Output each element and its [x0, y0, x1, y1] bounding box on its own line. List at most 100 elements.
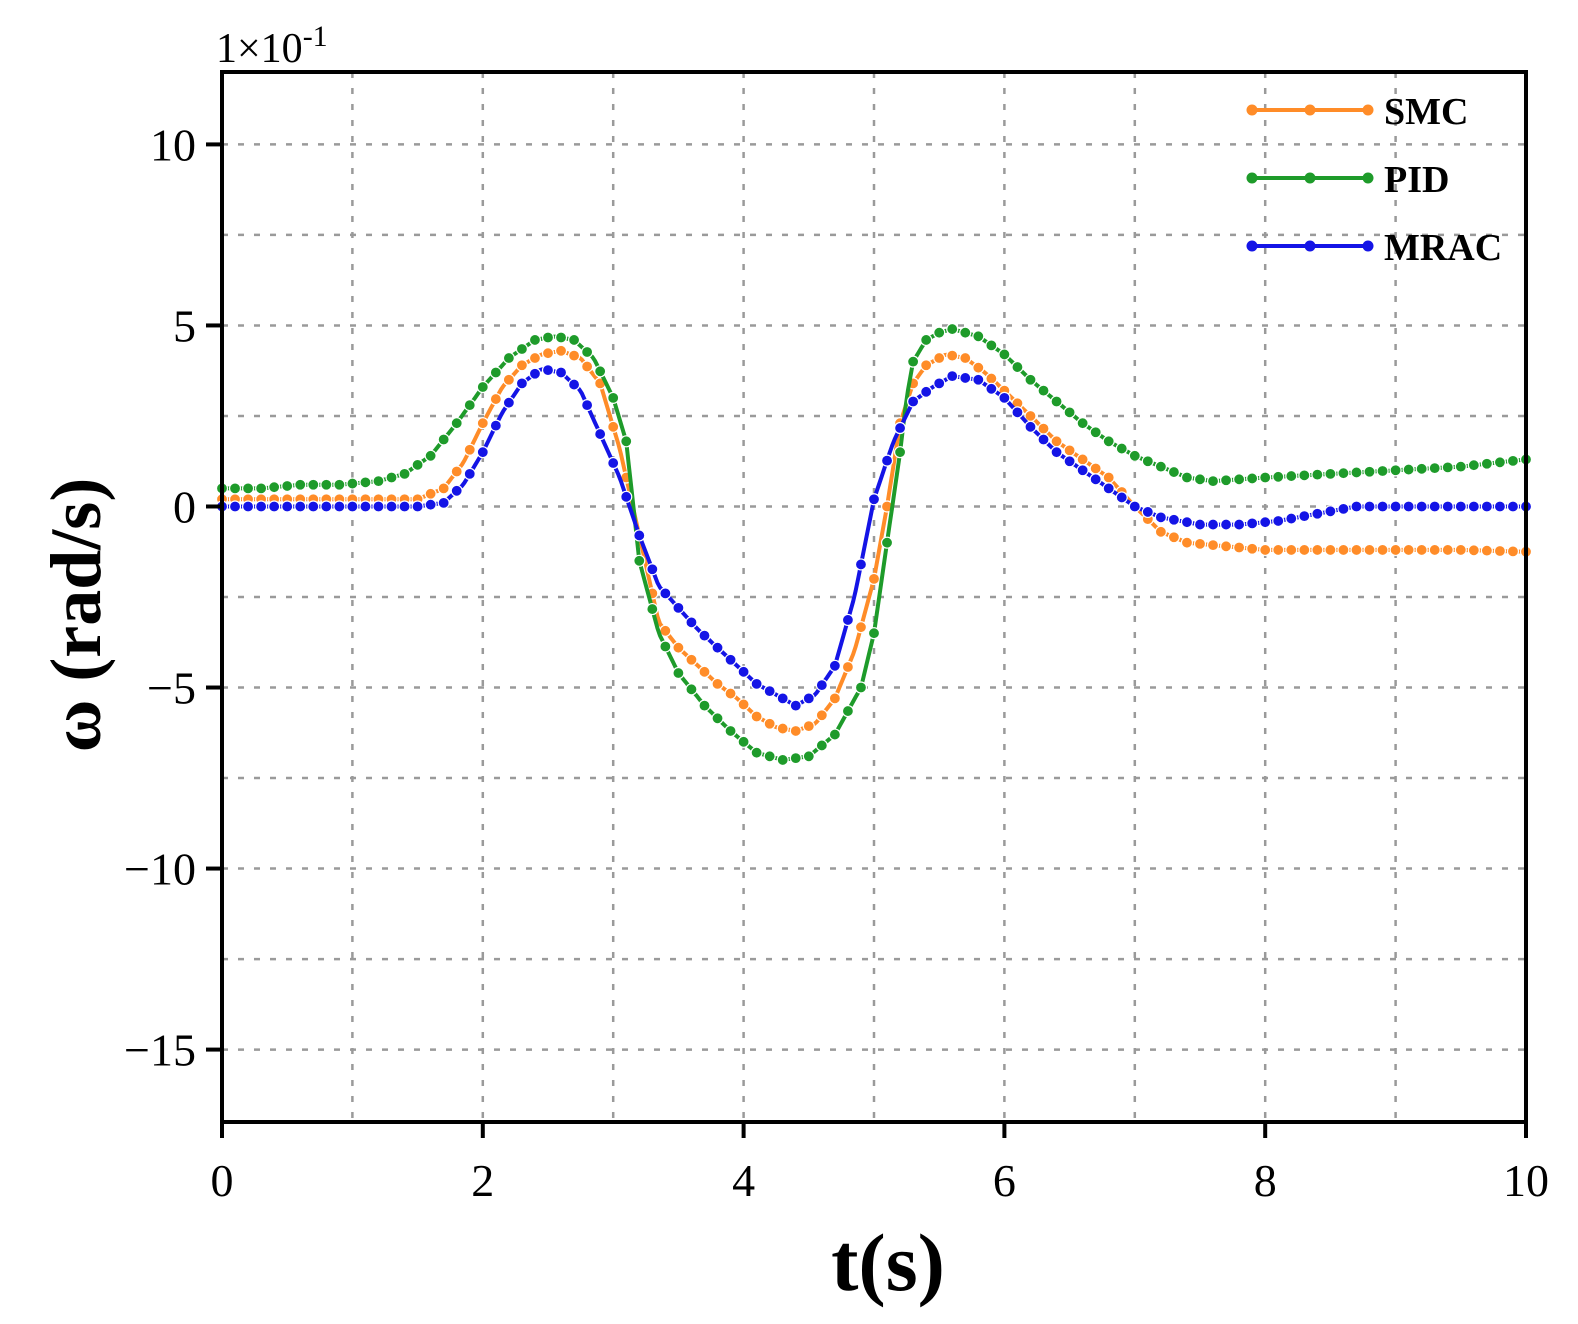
data-point [1206, 518, 1220, 531]
data-point [1063, 444, 1076, 457]
legend-item-pid: PID [1246, 159, 1449, 201]
data-point [1167, 513, 1181, 526]
data-point [672, 641, 685, 654]
data-point [893, 421, 907, 435]
data-point [867, 627, 881, 640]
data-point [620, 435, 633, 448]
legend-marker [1304, 240, 1316, 252]
data-point [411, 458, 424, 471]
data-point [333, 478, 346, 491]
data-point [802, 750, 815, 763]
data-point [1506, 545, 1520, 558]
data-point [920, 333, 933, 347]
data-point [854, 558, 868, 571]
data-point [515, 359, 529, 372]
data-point [1376, 464, 1389, 478]
data-point [1480, 500, 1493, 513]
data-point [1180, 536, 1194, 549]
data-point [463, 443, 476, 456]
data-point [1454, 543, 1467, 557]
data-point [1480, 457, 1493, 470]
data-point [1363, 465, 1376, 478]
data-point [476, 446, 489, 459]
data-point [959, 326, 972, 339]
data-point [815, 679, 828, 692]
data-point [1233, 541, 1246, 554]
data-point [646, 602, 659, 616]
data-point [489, 419, 502, 432]
legend-label: MRAC [1384, 227, 1502, 269]
data-point [1259, 516, 1272, 529]
data-point [1154, 460, 1167, 473]
data-point [1376, 543, 1389, 557]
data-point [724, 687, 737, 700]
data-point [567, 349, 581, 362]
y-multiplier: 1×10-1 [216, 20, 328, 72]
data-point [1272, 543, 1285, 557]
y-tick-label: −15 [124, 1025, 196, 1076]
data-point [802, 692, 815, 705]
data-point [241, 500, 255, 513]
data-point [1428, 500, 1441, 513]
ticks: 0 2 4 6 8 10 10 5 0 −5 −10 −15 [124, 119, 1549, 1206]
data-point [815, 709, 828, 722]
data-point [737, 735, 750, 748]
data-point [463, 399, 476, 412]
data-point [1454, 500, 1467, 513]
data-point [854, 621, 868, 634]
data-point [985, 372, 998, 385]
data-point [828, 659, 841, 672]
data-point [972, 373, 985, 386]
data-point [750, 710, 763, 723]
legend-marker [1362, 240, 1374, 252]
data-point [776, 722, 789, 735]
data-point [828, 728, 841, 741]
data-point [1441, 461, 1454, 474]
data-point [255, 482, 268, 495]
data-point [554, 331, 568, 344]
data-point [1493, 500, 1507, 513]
data-point [1428, 462, 1441, 475]
data-point [1024, 373, 1037, 386]
data-point [502, 373, 515, 386]
data-point [880, 454, 894, 467]
data-point [1402, 500, 1415, 513]
data-point [698, 699, 711, 712]
data-point [672, 666, 685, 680]
data-point [933, 326, 946, 339]
data-point [1493, 544, 1507, 558]
data-point [1376, 500, 1389, 513]
plot-frame [220, 70, 1528, 1124]
data-point [789, 724, 802, 738]
data-point [920, 359, 933, 372]
data-point [1102, 471, 1115, 484]
data-point [789, 752, 802, 765]
data-point [685, 683, 698, 696]
data-point [1167, 465, 1181, 479]
data-point [450, 465, 463, 478]
data-point [959, 351, 972, 365]
data-point [1206, 539, 1220, 552]
data-point [1428, 543, 1441, 557]
data-point [581, 345, 594, 359]
data-point [985, 339, 998, 352]
data-point [1324, 467, 1337, 480]
data-point [1285, 469, 1298, 483]
data-point [1193, 537, 1207, 550]
data-point [1206, 475, 1220, 488]
data-point [1233, 473, 1246, 486]
data-point [424, 487, 437, 500]
data-point [698, 665, 711, 678]
data-point [528, 367, 542, 380]
data-point [1089, 473, 1102, 486]
data-point [763, 717, 776, 730]
data-point [489, 392, 502, 406]
data-point [1219, 540, 1233, 553]
data-point [1480, 544, 1493, 557]
data-point [1415, 462, 1428, 475]
data-point [1272, 514, 1285, 528]
data-point [268, 481, 281, 494]
data-point [1193, 473, 1207, 486]
x-tick-label: 0 [211, 1155, 234, 1206]
data-point [333, 500, 346, 513]
